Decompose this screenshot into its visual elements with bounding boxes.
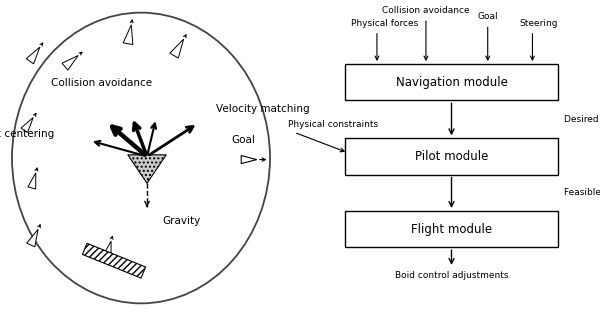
Text: Collision avoidance: Collision avoidance — [382, 6, 470, 15]
Text: Velocity matching: Velocity matching — [216, 104, 310, 114]
Polygon shape — [103, 241, 111, 259]
Text: Steering: Steering — [520, 19, 558, 28]
Polygon shape — [128, 155, 166, 183]
Polygon shape — [82, 243, 146, 278]
Text: Navigation module: Navigation module — [395, 76, 508, 89]
Text: Gravity: Gravity — [162, 216, 200, 227]
Text: Goal: Goal — [231, 135, 255, 145]
Text: Collision avoidance: Collision avoidance — [52, 78, 152, 88]
Polygon shape — [27, 229, 38, 247]
Text: Physical forces: Physical forces — [352, 19, 419, 28]
Text: Feasible velocity: Feasible velocity — [564, 188, 600, 197]
Text: Physical constraints: Physical constraints — [288, 120, 378, 129]
Polygon shape — [62, 56, 78, 70]
Text: Desired velocity: Desired velocity — [564, 115, 600, 124]
Polygon shape — [21, 118, 33, 133]
Polygon shape — [26, 47, 40, 64]
Polygon shape — [123, 25, 133, 45]
Text: Flock centering: Flock centering — [0, 129, 54, 139]
Polygon shape — [170, 39, 184, 58]
Polygon shape — [28, 173, 36, 189]
Text: Pilot module: Pilot module — [415, 150, 488, 163]
Text: Flight module: Flight module — [411, 222, 492, 236]
Text: Goal: Goal — [478, 12, 498, 21]
Text: Boid control adjustments: Boid control adjustments — [395, 271, 508, 280]
